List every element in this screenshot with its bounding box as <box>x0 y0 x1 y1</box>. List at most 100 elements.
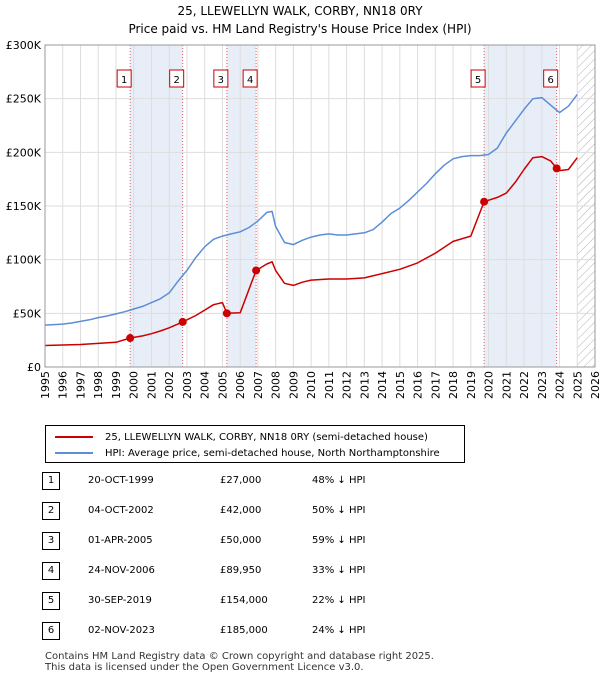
sale-price: £27,000 <box>220 475 262 486</box>
y-tick-label: £0 <box>27 361 41 374</box>
y-tick-label: £100K <box>6 254 42 267</box>
plot-frame <box>44 44 596 368</box>
sale-label: 3 <box>218 75 224 86</box>
legend-label-hpi: HPI: Average price, semi-detached house,… <box>105 447 440 459</box>
table-row: 4 24-NOV-2006 £89,950 33% ↓ HPI <box>40 562 400 582</box>
sale-number-badge: 2 <box>42 502 60 520</box>
x-tick-label: 1998 <box>92 371 105 399</box>
x-tick-label: 1999 <box>110 371 123 399</box>
sale-number-badge: 5 <box>42 592 60 610</box>
legend-item-hpi: HPI: Average price, semi-detached house,… <box>55 445 440 461</box>
sale-date: 30-SEP-2019 <box>88 595 152 606</box>
y-tick-label: £200K <box>6 146 42 159</box>
sale-point <box>178 317 187 326</box>
sale-label: 2 <box>173 75 179 86</box>
y-tick-label: £50K <box>13 307 42 320</box>
x-tick-label: 2010 <box>305 371 318 399</box>
x-tick-label: 1997 <box>74 371 87 399</box>
sale-price: £42,000 <box>220 505 262 516</box>
x-tick-label: 2004 <box>199 371 212 399</box>
footer: Contains HM Land Registry data © Crown c… <box>45 651 434 673</box>
x-tick-label: 2022 <box>518 371 531 399</box>
x-tick-label: 2006 <box>234 371 247 399</box>
footer-copyright: Contains HM Land Registry data © Crown c… <box>45 651 434 662</box>
sale-point <box>552 164 561 173</box>
property-series-line <box>44 155 578 347</box>
table-row: 3 01-APR-2005 £50,000 59% ↓ HPI <box>40 532 400 552</box>
sale-number-badge: 6 <box>42 622 60 640</box>
property-line-swatch <box>55 436 93 438</box>
sale-label-box <box>470 69 486 88</box>
x-tick-label: 2005 <box>216 371 229 399</box>
legend-item-property: 25, LLEWELLYN WALK, CORBY, NN18 0RY (sem… <box>55 429 428 445</box>
sale-price: £50,000 <box>220 535 262 546</box>
x-tick-label: 2019 <box>465 371 478 399</box>
x-tick-label: 2008 <box>270 371 283 399</box>
sale-label-box <box>543 69 559 88</box>
x-tick-label: 2025 <box>571 371 584 399</box>
sale-date: 02-NOV-2023 <box>88 625 155 636</box>
x-tick-label: 2009 <box>287 371 300 399</box>
sale-number-badge: 3 <box>42 532 60 550</box>
sale-date: 01-APR-2005 <box>88 535 153 546</box>
chart-title: 25, LLEWELLYN WALK, CORBY, NN18 0RY <box>177 4 423 18</box>
sale-date: 04-OCT-2002 <box>88 505 154 516</box>
x-tick-label: 2001 <box>145 371 158 399</box>
x-tick-label: 2014 <box>376 371 389 399</box>
sale-price: £89,950 <box>220 565 262 576</box>
legend: 25, LLEWELLYN WALK, CORBY, NN18 0RY (sem… <box>45 425 465 463</box>
table-row: 6 02-NOV-2023 £185,000 24% ↓ HPI <box>40 622 400 642</box>
sale-label-box <box>242 69 258 88</box>
x-tick-label: 2012 <box>341 371 354 399</box>
footer-licence: This data is licensed under the Open Gov… <box>45 662 364 673</box>
sale-label: 6 <box>547 75 553 86</box>
sale-number-badge: 4 <box>42 562 60 580</box>
sale-number-badge: 1 <box>42 472 60 490</box>
sale-hpi-diff: 24% ↓ HPI <box>312 625 366 636</box>
sale-label-box <box>213 69 229 88</box>
hpi-line-swatch <box>55 452 93 454</box>
sale-hpi-diff: 48% ↓ HPI <box>312 475 366 486</box>
x-tick-label: 2024 <box>554 371 567 399</box>
x-tick-label: 2013 <box>358 371 371 399</box>
sale-label: 1 <box>121 75 127 86</box>
x-tick-label: 2007 <box>252 371 265 399</box>
price-chart: 25, LLEWELLYN WALK, CORBY, NN18 0RY Pric… <box>6 4 600 399</box>
x-tick-label: 2003 <box>181 371 194 399</box>
sale-hpi-diff: 59% ↓ HPI <box>312 535 366 546</box>
x-tick-label: 2002 <box>163 371 176 399</box>
sale-point <box>252 266 261 275</box>
y-tick-label: £300K <box>6 39 42 52</box>
x-tick-label: 2015 <box>394 371 407 399</box>
sale-hpi-diff: 33% ↓ HPI <box>312 565 366 576</box>
x-tick-label: 1996 <box>57 371 70 399</box>
y-tick-label: £150K <box>6 200 42 213</box>
x-tick-label: 2016 <box>412 371 425 399</box>
x-tick-label: 2020 <box>483 371 496 399</box>
x-tick-label: 1995 <box>39 371 52 399</box>
sale-label-box <box>169 69 185 88</box>
sale-date: 20-OCT-1999 <box>88 475 154 486</box>
table-row: 2 04-OCT-2002 £42,000 50% ↓ HPI <box>40 502 400 522</box>
sale-price: £154,000 <box>220 595 268 606</box>
sale-point <box>222 309 231 318</box>
x-tick-label: 2000 <box>128 371 141 399</box>
x-tick-label: 2011 <box>323 371 336 399</box>
x-tick-label: 2021 <box>500 371 513 399</box>
x-tick-label: 2026 <box>589 371 600 399</box>
sale-label: 4 <box>247 75 253 86</box>
x-tick-label: 2023 <box>536 371 549 399</box>
sale-price: £185,000 <box>220 625 268 636</box>
sale-hpi-diff: 22% ↓ HPI <box>312 595 366 606</box>
sale-hpi-diff: 50% ↓ HPI <box>312 505 366 516</box>
chart-subtitle: Price paid vs. HM Land Registry's House … <box>128 22 471 36</box>
sale-point <box>480 197 489 206</box>
x-tick-label: 2018 <box>447 371 460 399</box>
hpi-series-line <box>44 93 578 326</box>
legend-label-property: 25, LLEWELLYN WALK, CORBY, NN18 0RY (sem… <box>105 431 428 443</box>
sale-label: 5 <box>475 75 481 86</box>
table-row: 5 30-SEP-2019 £154,000 22% ↓ HPI <box>40 592 400 612</box>
table-row: 1 20-OCT-1999 £27,000 48% ↓ HPI <box>40 472 400 492</box>
sale-label-box <box>116 69 132 88</box>
sale-point <box>126 334 135 343</box>
